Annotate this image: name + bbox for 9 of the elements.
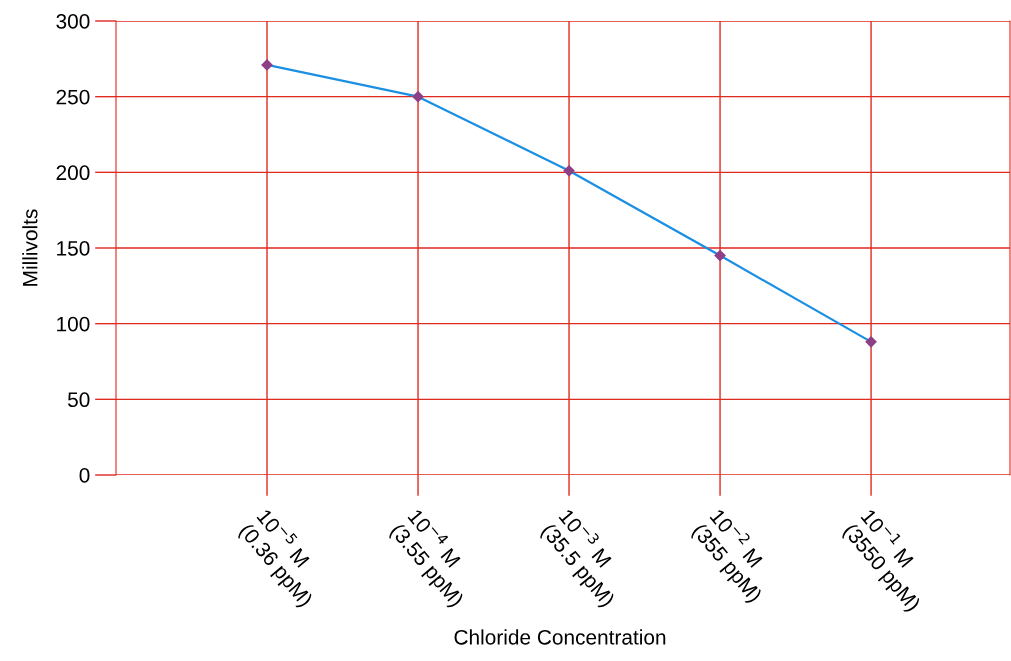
x-axis-title: Chloride Concentration [454,629,666,645]
y-tick-label: 300 [56,14,90,29]
y-axis-title: Millivolts [22,209,38,286]
y-tick-label: 150 [57,241,90,256]
y-tick-label: 250 [56,89,90,105]
y-tick-label: 100 [57,316,90,332]
y-tick-label: 50 [67,392,90,408]
y-tick-label: 0 [79,468,90,483]
y-tick-label: 200 [56,165,90,181]
